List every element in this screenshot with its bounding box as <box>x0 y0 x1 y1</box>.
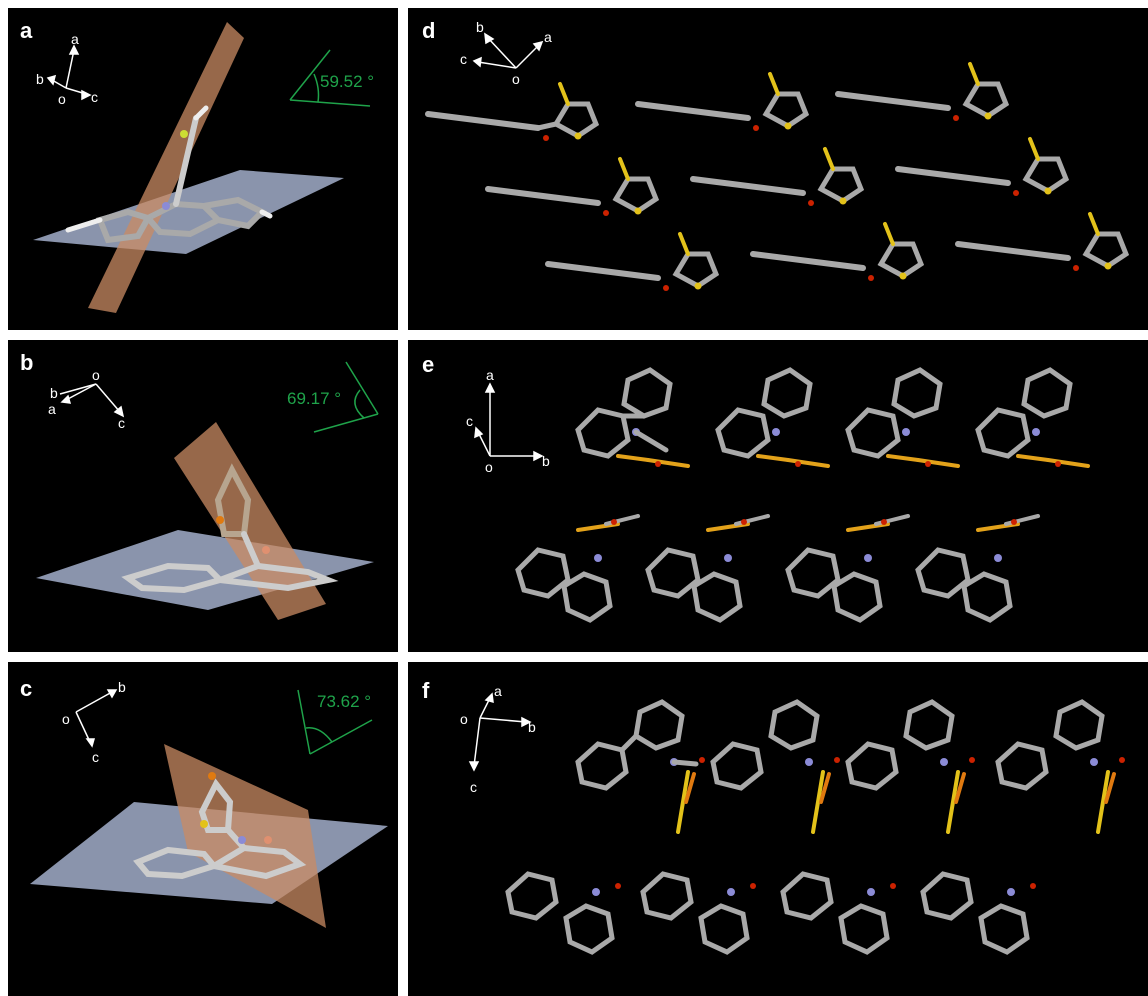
dihedral-angle-value: 73.62 ° <box>317 692 372 711</box>
axis-triad <box>474 382 544 462</box>
panel-a: a b o c a 59.52 ° <box>8 8 398 330</box>
panel-b-graphic: o b a c <box>36 361 379 620</box>
angle-marker <box>313 361 379 433</box>
molecule-stack <box>425 62 1130 291</box>
axis-label-b: b <box>542 453 550 469</box>
angle-marker <box>297 689 373 755</box>
molecule-stack <box>515 367 1090 623</box>
axis-triad <box>75 689 118 748</box>
axis-label-a: a <box>71 31 79 47</box>
axis-label-a: a <box>544 29 552 45</box>
molecule <box>121 463 339 594</box>
panel-c: o b c c 73.62 ° <box>8 662 398 996</box>
molecule <box>65 105 273 244</box>
panel-e-graphic: a c o b <box>466 367 1090 623</box>
axis-label-c: c <box>466 413 473 429</box>
orange-plane <box>164 744 326 928</box>
panel-label: e <box>422 352 435 377</box>
panel-b: o b a c b 69.17 ° <box>8 340 398 652</box>
axis-label-a: a <box>494 683 502 699</box>
axis-label-c: c <box>470 779 477 795</box>
panel-label: a <box>20 18 33 43</box>
axis-label-o: o <box>62 711 70 727</box>
panel-a-graphic: a b o c <box>33 22 371 313</box>
axis-label-b: b <box>528 719 536 735</box>
axis-triad <box>468 692 532 772</box>
axis-label-o: o <box>485 459 493 475</box>
panel-d-graphic: b a c o <box>425 19 1130 291</box>
panel-label: d <box>422 18 436 43</box>
panel-label: f <box>422 678 430 703</box>
axis-label-c: c <box>91 89 98 105</box>
molecule-stack <box>505 699 1125 955</box>
panel-f: a o b c f <box>408 662 1148 996</box>
angle-marker <box>289 49 371 107</box>
axis-label-b: b <box>50 385 58 401</box>
axis-label-o: o <box>58 91 66 107</box>
axis-triad <box>46 44 92 101</box>
axis-triad <box>472 32 544 69</box>
axis-label-b: b <box>36 71 44 87</box>
axis-label-o: o <box>460 711 468 727</box>
axis-label-b: b <box>118 679 126 695</box>
panel-label: b <box>20 350 34 375</box>
panel-label: c <box>20 676 33 701</box>
blue-plane <box>33 170 344 254</box>
panel-d: b a c o d <box>408 8 1148 330</box>
axis-label-o: o <box>512 71 520 87</box>
panel-f-graphic: a o b c <box>460 683 1125 955</box>
axis-label-a: a <box>486 367 494 383</box>
axis-label-a: a <box>48 401 56 417</box>
axis-label-c: c <box>460 51 467 67</box>
axis-triad <box>59 383 125 418</box>
axis-label-o: o <box>92 367 100 383</box>
panel-e: a c o b e <box>408 340 1148 652</box>
dihedral-angle-value: 59.52 ° <box>320 72 375 91</box>
axis-label-c: c <box>118 415 125 431</box>
axis-label-b: b <box>476 19 484 35</box>
dihedral-angle-value: 69.17 ° <box>287 389 342 408</box>
axis-label-c: c <box>92 749 99 765</box>
orange-plane <box>88 22 244 313</box>
panel-c-graphic: o b c <box>30 679 388 928</box>
molecule <box>133 772 307 880</box>
